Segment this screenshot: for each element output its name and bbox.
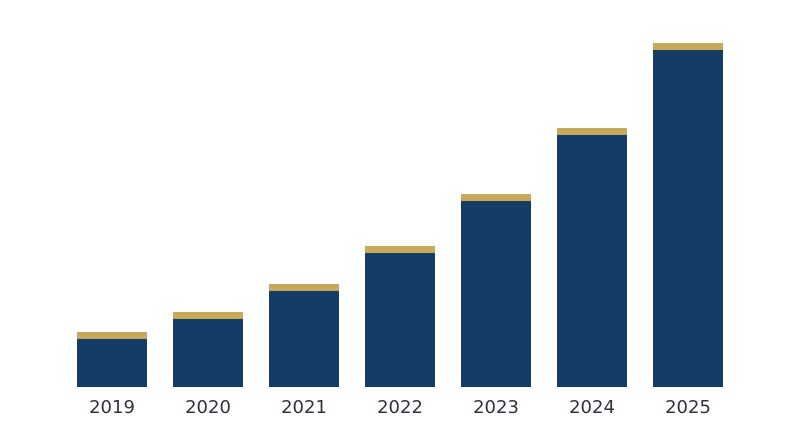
x-tick-label: 2025 <box>665 397 711 418</box>
bar <box>461 194 531 387</box>
bar-group <box>365 246 435 387</box>
bar-cap <box>653 43 723 50</box>
x-tick-label: 2020 <box>185 397 231 418</box>
bar-group <box>269 284 339 387</box>
bar-cap <box>173 312 243 319</box>
x-tick-label: 2023 <box>473 397 519 418</box>
x-tick-label: 2024 <box>569 397 615 418</box>
bar-group <box>653 43 723 387</box>
bar <box>365 246 435 387</box>
x-tick-label: 2019 <box>89 397 135 418</box>
x-tick-label: 2022 <box>377 397 423 418</box>
bar-group <box>461 194 531 387</box>
bar-group <box>77 332 147 387</box>
bar-cap <box>269 284 339 291</box>
bar <box>269 284 339 387</box>
bar-cap <box>77 332 147 339</box>
bar <box>557 128 627 387</box>
bar <box>77 332 147 387</box>
x-tick-label: 2021 <box>281 397 327 418</box>
bar <box>653 43 723 387</box>
bar-cap <box>365 246 435 253</box>
bar-group <box>557 128 627 387</box>
bar <box>173 312 243 387</box>
bar-cap <box>557 128 627 135</box>
bar-group <box>173 312 243 387</box>
bar-cap <box>461 194 531 201</box>
